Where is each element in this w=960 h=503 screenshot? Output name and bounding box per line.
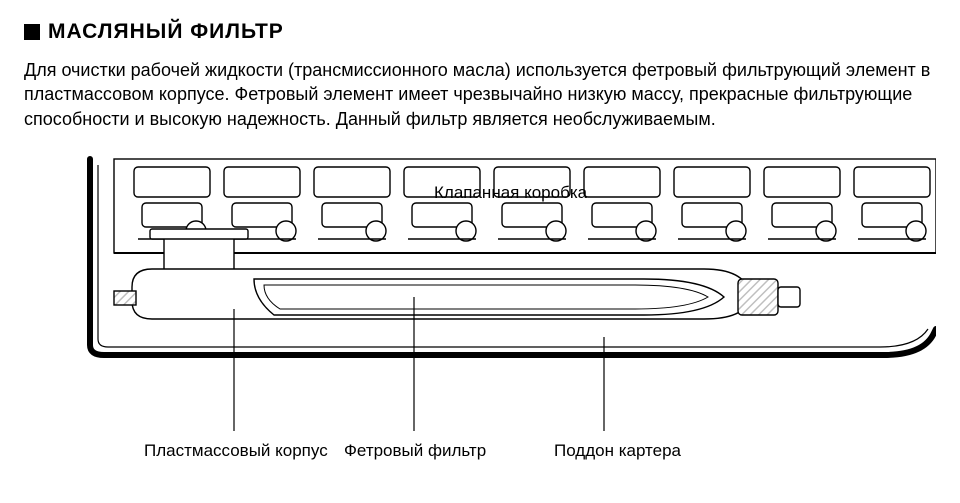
label-oil-pan: Поддон картера (554, 441, 681, 461)
label-valve-body: Клапанная коробка (434, 183, 587, 203)
header-bullet-icon (24, 24, 40, 40)
label-plastic-housing: Пластмассовый корпус (144, 441, 328, 461)
page-root: МАСЛЯНЫЙ ФИЛЬТР Для очистки рабочей жидк… (0, 0, 960, 503)
label-felt-filter: Фетровый фильтр (344, 441, 486, 461)
diagram: Клапанная коробка Пластмассовый корпус Ф… (24, 149, 936, 479)
section-title: МАСЛЯНЫЙ ФИЛЬТР (48, 20, 284, 44)
section-paragraph: Для очистки рабочей жидкости (трансмисси… (24, 58, 936, 131)
section-header: МАСЛЯНЫЙ ФИЛЬТР (24, 20, 936, 44)
